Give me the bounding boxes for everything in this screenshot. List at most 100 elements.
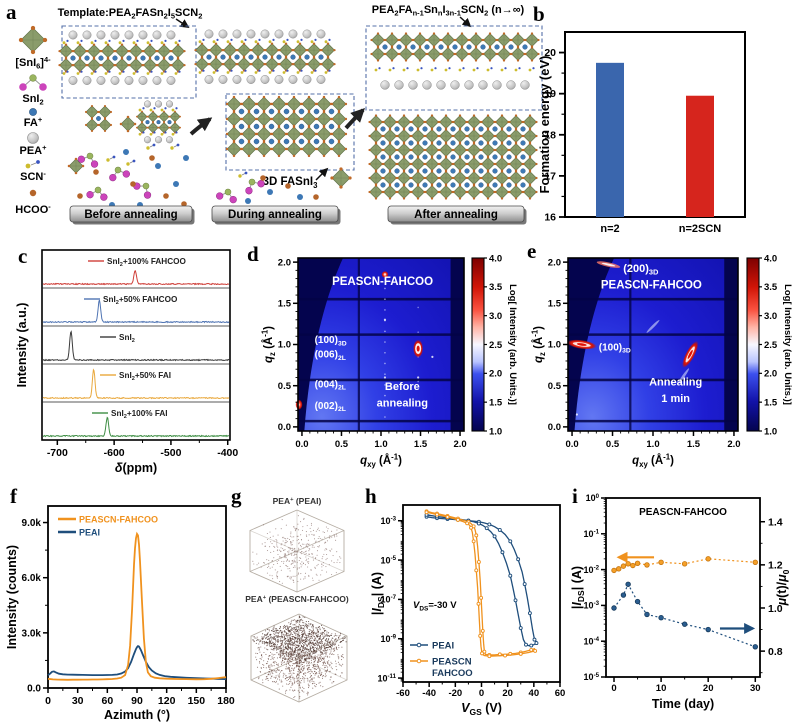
svg-text:10-11: 10-11: [377, 673, 396, 683]
svg-text:1.4: 1.4: [768, 517, 783, 529]
colorbar: 4.0 3.5 3.0 2.5 2.0 1.5 1.0 Log[ Intensity (arb…: [471, 253, 518, 437]
svg-text:n=2SCN: n=2SCN: [679, 223, 722, 235]
panel-letter-b: b: [533, 2, 545, 26]
svg-text:SnI2+50% FAHCOO: SnI2+50% FAHCOO: [103, 295, 178, 306]
svg-text:20: 20: [502, 688, 513, 699]
svg-text:1.0: 1.0: [548, 340, 561, 351]
svg-text:0: 0: [479, 688, 484, 699]
svg-text:0: 0: [611, 683, 616, 694]
svg-text:Annealing: Annealing: [649, 377, 702, 389]
svg-text:2.5: 2.5: [489, 340, 503, 351]
svg-text:(100)3D: (100)3D: [315, 335, 347, 347]
svg-text:qxy (Å-1): qxy (Å-1): [360, 453, 402, 469]
svg-text:19: 19: [544, 88, 556, 100]
svg-text:1.0: 1.0: [374, 439, 387, 450]
svg-text:1.0: 1.0: [768, 603, 783, 615]
panel-h-transfer-curves: -60 -40 -20 0 20 40 60 10-3 10-5 10-7 10-9 10-11 VDS…: [370, 504, 566, 717]
panel-a-legend: [SnI6]4- SnI2 FA+ PEA+ SCN- HCOO-: [15, 25, 51, 216]
svg-text:SnI2: SnI2: [22, 93, 43, 107]
panel-letter-c: c: [18, 244, 28, 268]
svg-text:Intensity (a.u.): Intensity (a.u.): [15, 303, 29, 388]
svg-text:Azimuth (°): Azimuth (°): [104, 708, 170, 722]
panel-letter-e: e: [527, 239, 537, 263]
svg-text:120: 120: [158, 695, 176, 707]
svg-text:Formation energy (eV): Formation energy (eV): [537, 56, 552, 194]
svg-text:10-5: 10-5: [584, 672, 600, 682]
svg-text:During annealing: During annealing: [228, 209, 322, 221]
svg-text:3.0: 3.0: [764, 311, 777, 322]
svg-text:Before: Before: [385, 381, 420, 393]
svg-text:4.0: 4.0: [489, 253, 502, 264]
svg-text:VDS=-30 V: VDS=-30 V: [413, 600, 457, 612]
svg-text:PEA2FAn-1SnnI3n-1SCN2 (n→∞): PEA2FAn-1SnnI3n-1SCN2 (n→∞): [372, 4, 525, 18]
scn-icon: [25, 160, 40, 169]
svg-text:3.0k: 3.0k: [22, 628, 42, 639]
panel-b-bar-chart: 16 17 18 19 20 n=2 n=2SCN Formation energy (eV): [537, 31, 746, 235]
svg-text:180: 180: [217, 695, 235, 707]
svg-text:-20: -20: [448, 688, 462, 699]
svg-text:Log[ Intensity (arb. Units.)]: Log[ Intensity (arb. Units.)]: [507, 284, 518, 405]
panel-letter-i: i: [572, 484, 578, 508]
svg-text:PEASCN: PEASCN: [432, 657, 472, 668]
svg-text:150: 150: [188, 695, 206, 707]
panel-letter-f: f: [10, 484, 17, 508]
svg-text:6.0k: 6.0k: [22, 573, 42, 584]
svg-text:60: 60: [555, 688, 566, 699]
svg-text:PEA+ (PEASCN-FAHCOO): PEA+ (PEASCN-FAHCOO): [245, 594, 349, 604]
svg-text:1.5: 1.5: [687, 439, 701, 450]
svg-text:9.0k: 9.0k: [22, 518, 42, 529]
svg-text:2.0: 2.0: [453, 439, 466, 450]
svg-text:PEAI: PEAI: [79, 528, 100, 538]
svg-text:Intensity (counts): Intensity (counts): [5, 545, 19, 649]
hcoo-icon: [29, 189, 37, 197]
svg-text:-60: -60: [396, 688, 410, 699]
svg-text:PEASCN-FAHCOO: PEASCN-FAHCOO: [601, 279, 702, 291]
svg-text:μ(t)/μ0: μ(t)/μ0: [775, 569, 791, 606]
panel-i-stability-chart: 0 10 20 30 100 10-1 10-2 10-3 10-4 10-5 0.8 1.0 1.2 1…: [570, 493, 791, 711]
svg-text:FA+: FA+: [24, 115, 43, 129]
svg-text:PEA+: PEA+: [20, 143, 48, 157]
svg-text:30: 30: [72, 695, 84, 707]
svg-text:0.5: 0.5: [335, 439, 349, 450]
svg-text:90: 90: [131, 695, 143, 707]
panel-g-cubes: PEA+ (PEAI) PEA+ (PEASCN-FAHCOO): [245, 496, 349, 703]
svg-text:0.8: 0.8: [768, 646, 783, 658]
svg-text:-500: -500: [160, 447, 181, 459]
svg-text:2.0: 2.0: [764, 369, 777, 380]
svg-text:20: 20: [703, 683, 714, 694]
svg-text:-600: -600: [104, 447, 125, 459]
svg-text:VGS (V): VGS (V): [461, 701, 502, 717]
svg-text:0.0: 0.0: [27, 684, 41, 695]
svg-text:Template:PEA2FASn2I5SCN2: Template:PEA2FASn2I5SCN2: [58, 7, 203, 21]
svg-text:3.5: 3.5: [489, 282, 503, 293]
svg-text:SnI2: SnI2: [119, 333, 135, 344]
svg-text:1.5: 1.5: [548, 299, 562, 310]
svg-text:SnI2+100% FAI: SnI2+100% FAI: [111, 409, 168, 420]
svg-text:qz (Å-1): qz (Å-1): [531, 326, 547, 363]
cube-peai: [249, 509, 345, 593]
svg-text:annealing: annealing: [377, 397, 428, 409]
svg-text:0.0: 0.0: [295, 439, 308, 450]
svg-text:1.5: 1.5: [489, 397, 503, 408]
svg-text:1.5: 1.5: [764, 397, 778, 408]
svg-text:30: 30: [750, 683, 761, 694]
svg-text:PEAI: PEAI: [432, 641, 454, 652]
svg-text:PEASCN-FAHCOO: PEASCN-FAHCOO: [639, 507, 727, 518]
svg-text:10: 10: [656, 683, 667, 694]
svg-text:(002)2L: (002)2L: [315, 401, 346, 413]
svg-text:FAHCOO: FAHCOO: [432, 668, 473, 679]
svg-text:Time (day): Time (day): [652, 697, 714, 711]
panel-f-azimuth-chart: 0 30 60 90 120 150 180 0.0 3.0k 6.0k 9.0k PEASCN-FA…: [5, 505, 235, 722]
svg-text:Before annealing: Before annealing: [84, 209, 177, 221]
svg-text:SnI2+100% FAHCOO: SnI2+100% FAHCOO: [107, 257, 186, 268]
sni2-icon: [19, 74, 47, 91]
svg-text:1.0: 1.0: [764, 426, 777, 437]
panel-a-schematic: [SnI6]4- SnI2 FA+ PEA+ SCN- HCOO- Template:PEA…: [15, 4, 543, 225]
pea-icon: [27, 132, 39, 144]
svg-text:qz (Å-1): qz (Å-1): [261, 326, 277, 363]
svg-text:|IDS| (A): |IDS| (A): [370, 572, 386, 615]
panel-letter-h: h: [365, 484, 377, 508]
svg-text:-700: -700: [47, 447, 68, 459]
svg-text:qxy (Å-1): qxy (Å-1): [632, 453, 674, 469]
